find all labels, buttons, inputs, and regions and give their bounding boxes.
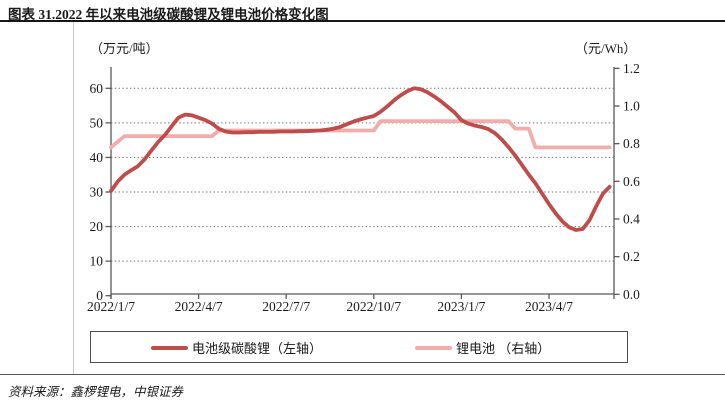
svg-text:0.6: 0.6 [623, 174, 640, 189]
legend-swatch-battery [415, 346, 452, 350]
legend-label-battery: 锂电池 （右轴） [456, 341, 551, 356]
legend-swatch-carbonate [151, 346, 188, 350]
svg-text:50: 50 [90, 115, 104, 130]
svg-text:60: 60 [90, 81, 104, 96]
svg-text:1.2: 1.2 [623, 61, 640, 76]
left-axis-ticks: 0 10 20 30 40 50 60 [90, 81, 111, 303]
svg-text:0: 0 [96, 288, 103, 303]
svg-text:2022/4/7: 2022/4/7 [175, 299, 223, 314]
gridlines [111, 87, 614, 262]
right-axis-ticks: 0.0 0.2 0.4 0.6 0.8 1.0 1.2 [614, 61, 640, 302]
svg-text:2022/1/7: 2022/1/7 [87, 299, 135, 314]
svg-text:2023/4/7: 2023/4/7 [525, 299, 573, 314]
figure-title: 图表 31.2022 年以来电池级碳酸锂及锂电池价格变化图 [8, 7, 329, 22]
svg-text:0.4: 0.4 [623, 211, 640, 226]
column-border [73, 22, 74, 375]
svg-text:0.0: 0.0 [623, 287, 640, 302]
legend-label-carbonate: 电池级碳酸锂（左轴） [192, 341, 323, 356]
axes [110, 67, 615, 299]
source-divider [0, 374, 725, 376]
left-axis-unit-label: （万元/吨） [90, 41, 159, 56]
svg-text:40: 40 [90, 150, 104, 165]
svg-text:0.2: 0.2 [623, 249, 640, 264]
title-divider [0, 20, 725, 22]
svg-text:20: 20 [90, 219, 104, 234]
chart-legend: 电池级碳酸锂（左轴） 锂电池 （右轴） [90, 331, 628, 363]
svg-text:10: 10 [90, 254, 104, 269]
svg-text:2022/10/7: 2022/10/7 [346, 299, 401, 314]
series-carbonate-line [109, 86, 612, 232]
right-axis-unit-label: （元/Wh） [575, 41, 637, 56]
source-note: 资料来源：鑫椤锂电，中银证券 [8, 385, 184, 399]
svg-text:2022/7/7: 2022/7/7 [262, 299, 310, 314]
svg-text:0.8: 0.8 [623, 136, 640, 151]
svg-text:2023/1/7: 2023/1/7 [437, 299, 485, 314]
series-battery-line [109, 119, 612, 150]
svg-text:30: 30 [90, 184, 104, 199]
svg-text:1.0: 1.0 [623, 99, 640, 114]
x-axis-ticks: 2022/1/7 2022/4/7 2022/7/7 2022/10/7 2023/1/… [87, 294, 573, 314]
